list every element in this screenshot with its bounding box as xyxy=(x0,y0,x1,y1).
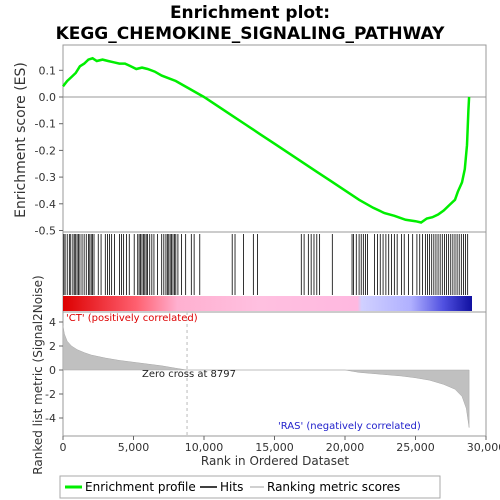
positive-correlation-label: 'CT' (positively correlated) xyxy=(66,313,198,324)
xtick-label: 15,000 xyxy=(255,441,294,454)
xtick-label: 30,000 xyxy=(467,441,500,454)
enrichment-profile-line xyxy=(62,56,471,224)
es-ytick-label: 0.0 xyxy=(39,91,57,104)
es-ylabel: Enrichment score (ES) xyxy=(13,62,29,218)
xtick-label: 5,000 xyxy=(118,441,150,454)
zero-cross-label: Zero cross at 8797 xyxy=(142,369,236,380)
es-ytick-label: -0.3 xyxy=(35,171,56,184)
legend-hits-label: Hits xyxy=(220,480,243,494)
es-ytick-label: -0.1 xyxy=(35,118,56,131)
title-line2: KEGG_CHEMOKINE_SIGNALING_PATHWAY xyxy=(56,24,446,44)
title-line1: Enrichment plot: xyxy=(170,3,330,23)
es-ytick-label: 0.1 xyxy=(39,64,57,77)
legend-es-label: Enrichment profile xyxy=(85,480,196,494)
xtick-label: 20,000 xyxy=(326,441,365,454)
metric-ytick-label: 0 xyxy=(49,364,56,377)
x-axis-label: Rank in Ordered Dataset xyxy=(201,454,349,468)
es-ytick-label: -0.2 xyxy=(35,144,56,157)
es-y-axis: 0.1 0.0 -0.1 -0.2 -0.3 -0.4 -0.5 xyxy=(35,64,63,238)
es-ytick-label: -0.4 xyxy=(35,198,56,211)
ranking-metric-area xyxy=(62,325,470,428)
es-panel xyxy=(62,44,487,233)
x-axis: 0 5,000 10,000 15,000 20,000 25,000 30,000 xyxy=(60,436,500,454)
metric-y-axis: 4 2 0 -2 -4 xyxy=(45,316,63,425)
rank-gradient-bar xyxy=(63,296,472,311)
metric-ytick-label: 4 xyxy=(49,316,56,329)
xtick-label: 0 xyxy=(60,441,67,454)
negative-correlation-label: 'RAS' (negatively correlated) xyxy=(278,421,421,432)
metric-ytick-label: -2 xyxy=(45,388,56,401)
legend-metric-label: Ranking metric scores xyxy=(267,480,400,494)
es-ytick-label: -0.5 xyxy=(35,225,56,238)
xtick-label: 25,000 xyxy=(396,441,435,454)
metric-ytick-label: 2 xyxy=(49,340,56,353)
xtick-label: 10,000 xyxy=(185,441,224,454)
metric-ylabel: Ranked list metric (Signal2Noise) xyxy=(31,275,45,474)
metric-ytick-label: -4 xyxy=(45,412,56,425)
hit-marks xyxy=(63,234,469,295)
